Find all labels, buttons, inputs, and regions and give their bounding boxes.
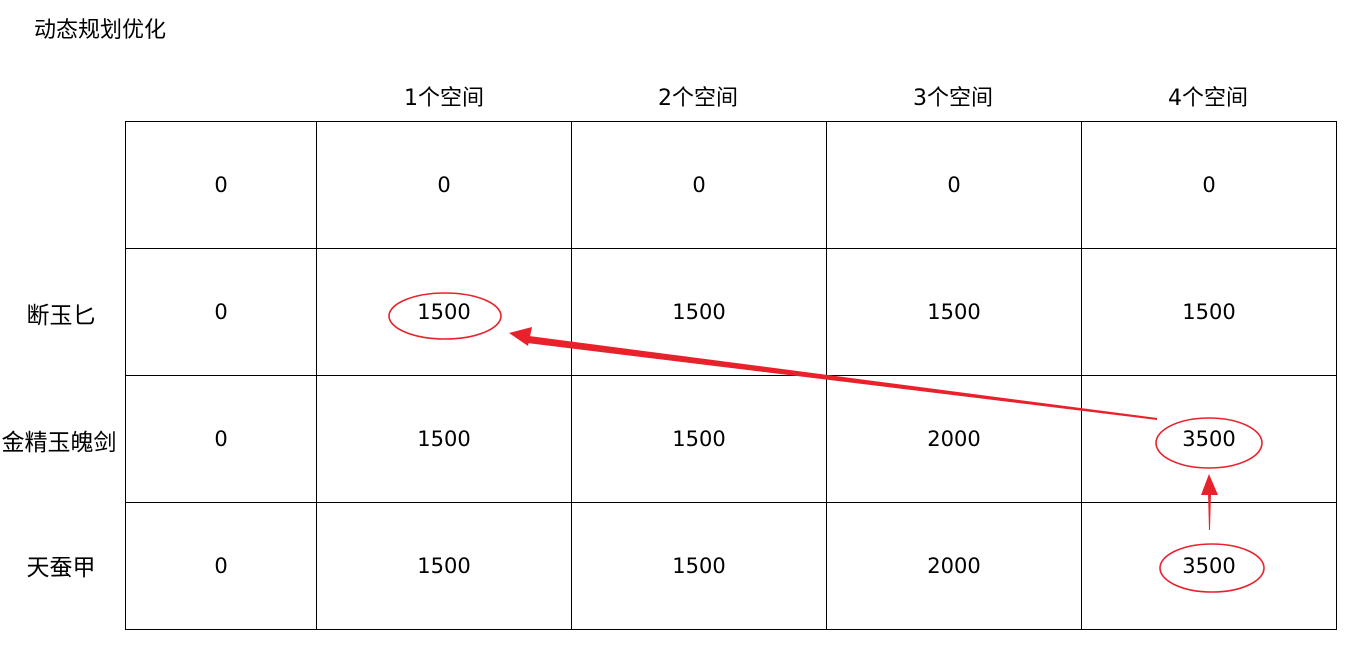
table-cell: 1500: [571, 502, 827, 630]
dp-table: 0 0 0 0 0 0 1500 1500 1500 1500 0 1500 1…: [125, 121, 1337, 630]
column-header-1: 1个空间: [404, 86, 484, 111]
row-label-3: 天蚕甲: [26, 555, 96, 581]
column-header-4: 4个空间: [1168, 86, 1248, 111]
table-cell: 2000: [826, 502, 1082, 630]
table-cell: 0: [125, 121, 317, 249]
column-header-2: 2个空间: [658, 86, 738, 111]
column-header-3: 3个空间: [913, 86, 993, 111]
table-row: 0 1500 1500 1500 1500: [125, 248, 1337, 376]
table-cell: 0: [125, 375, 317, 503]
table-cell: 1500: [571, 375, 827, 503]
table-cell: 1500: [1081, 248, 1337, 376]
table-cell: 0: [826, 121, 1082, 249]
table-cell: 2000: [826, 375, 1082, 503]
table-cell: 0: [125, 502, 317, 630]
table-row: 0 1500 1500 2000 3500: [125, 502, 1337, 630]
table-cell-highlighted: 1500: [316, 248, 572, 376]
table-cell: 1500: [316, 375, 572, 503]
table-cell: 1500: [571, 248, 827, 376]
row-label-1: 断玉匕: [26, 303, 96, 329]
table-cell: 0: [571, 121, 827, 249]
table-row: 0 0 0 0 0: [125, 121, 1337, 249]
table-row: 0 1500 1500 2000 3500: [125, 375, 1337, 503]
table-cell-highlighted: 3500: [1081, 502, 1337, 630]
row-label-2: 金精玉魄剑: [1, 430, 117, 456]
diagram-title: 动态规划优化: [34, 18, 167, 43]
table-cell-highlighted: 3500: [1081, 375, 1337, 503]
table-cell: 1500: [826, 248, 1082, 376]
table-cell: 0: [316, 121, 572, 249]
table-cell: 0: [1081, 121, 1337, 249]
table-cell: 1500: [316, 502, 572, 630]
table-cell: 0: [125, 248, 317, 376]
